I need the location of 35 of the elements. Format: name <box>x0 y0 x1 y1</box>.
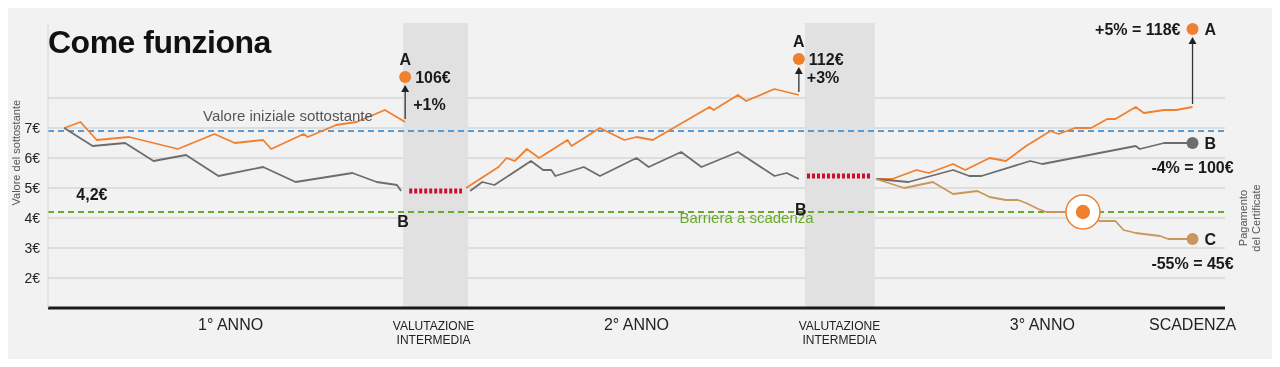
series-label: C <box>1204 231 1217 248</box>
text: A <box>1204 21 1217 38</box>
ref-line-label: Valore iniziale sottostante <box>203 106 373 124</box>
annotation: 112€ <box>808 51 844 68</box>
series-label: B <box>1204 135 1217 152</box>
point <box>1186 23 1199 35</box>
annotation: +3% <box>806 69 840 86</box>
annotation: +1% <box>413 96 446 113</box>
text: B <box>397 213 409 230</box>
text: A <box>399 51 411 68</box>
x-tick-label: VALUTAZIONE INTERMEDIA <box>392 319 475 347</box>
point <box>399 71 412 83</box>
y-tick-label: 4€ <box>24 209 41 226</box>
x-tick-label: 3° ANNO <box>1009 316 1075 333</box>
y-tick-label: 6€ <box>24 149 41 166</box>
text: A <box>793 33 806 50</box>
annotation: -4% = 100€ <box>1151 159 1234 176</box>
chart-title: Come funziona <box>48 24 271 61</box>
point <box>1186 137 1199 149</box>
y-tick-label: 2€ <box>24 269 41 286</box>
point <box>1186 233 1199 245</box>
annotation: 106€ <box>415 69 451 86</box>
x-tick-label: VALUTAZIONE INTERMEDIA <box>798 319 881 347</box>
point <box>792 53 805 65</box>
y-tick-label: 5€ <box>24 179 41 196</box>
y-axis-title: Valore del sottostante <box>9 99 22 206</box>
y-tick-label: 3€ <box>24 239 41 256</box>
annotation: -55% = 45€ <box>1151 255 1234 272</box>
x-tick-label: SCADENZA <box>1148 316 1237 333</box>
text: Pagamento del Certificate <box>1237 184 1262 252</box>
annotation: 4,2€ <box>76 186 108 203</box>
x-tick-label: 2° ANNO <box>603 316 670 333</box>
y-tick-label: 7€ <box>24 119 41 136</box>
x-tick-label: 1° ANNO <box>198 316 264 333</box>
annotation: +5% = 118€ <box>1095 21 1181 38</box>
